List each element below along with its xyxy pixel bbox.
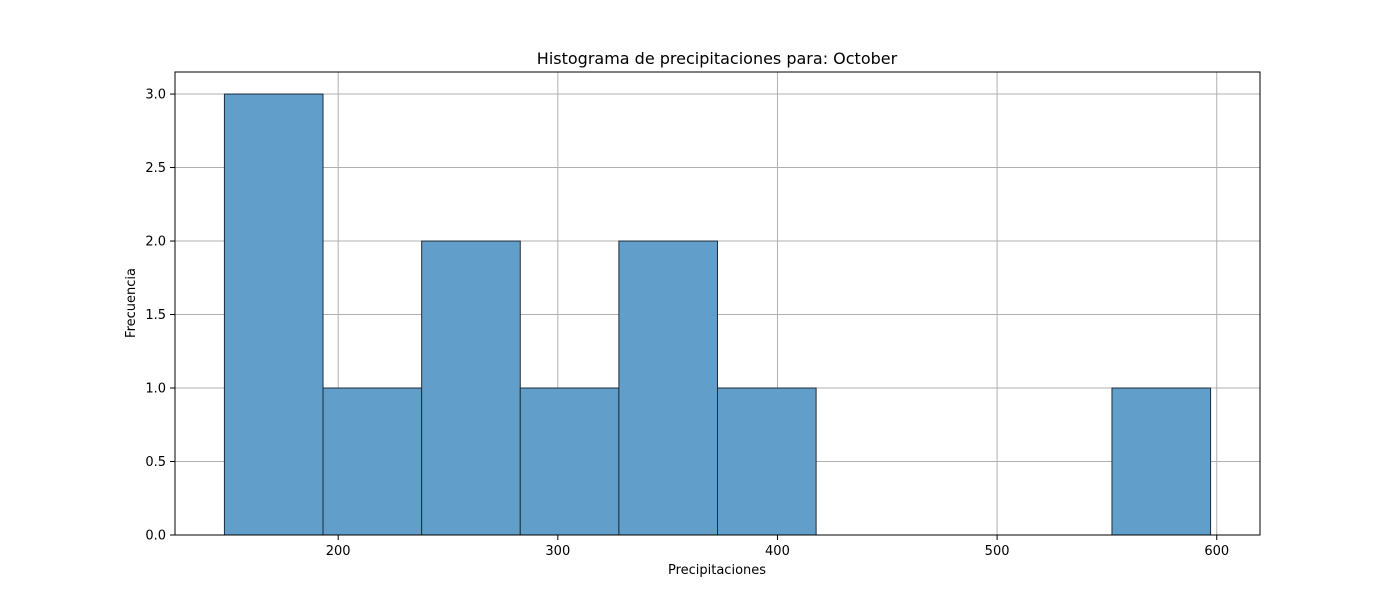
y-tick-label: 0.5 (145, 455, 166, 470)
x-tick-label: 500 (985, 544, 1010, 559)
histogram-bar (421, 240, 521, 536)
x-tick-label: 300 (545, 544, 570, 559)
y-tick-label: 1.5 (145, 308, 166, 323)
histogram-bar (223, 93, 324, 536)
histogram-bar (519, 387, 620, 536)
y-tick-label: 3.0 (145, 88, 166, 103)
y-axis-ticks: 0.0 0.5 1.0 1.5 2.0 2.5 3.0 (145, 88, 175, 544)
histogram-bar (717, 387, 817, 536)
y-tick-label: 0.0 (145, 529, 166, 544)
plot-frame (174, 71, 1261, 536)
chart-title: Histograma de precipitaciones para: Octo… (537, 49, 898, 68)
histogram-bars (223, 93, 1212, 536)
histogram-bar (618, 240, 718, 536)
histogram-bar (1111, 387, 1212, 536)
x-axis-ticks: 200 300 400 500 600 (326, 535, 1229, 559)
x-tick-label: 600 (1204, 544, 1229, 559)
x-tick-label: 200 (326, 544, 351, 559)
x-axis-label: Precipitaciones (668, 563, 766, 578)
y-tick-label: 2.5 (145, 161, 166, 176)
x-tick-label: 400 (765, 544, 790, 559)
y-tick-label: 1.0 (145, 382, 166, 397)
y-tick-label: 2.0 (145, 235, 166, 250)
y-axis-label: Frecuencia (124, 268, 139, 338)
histogram-bar (322, 387, 423, 536)
